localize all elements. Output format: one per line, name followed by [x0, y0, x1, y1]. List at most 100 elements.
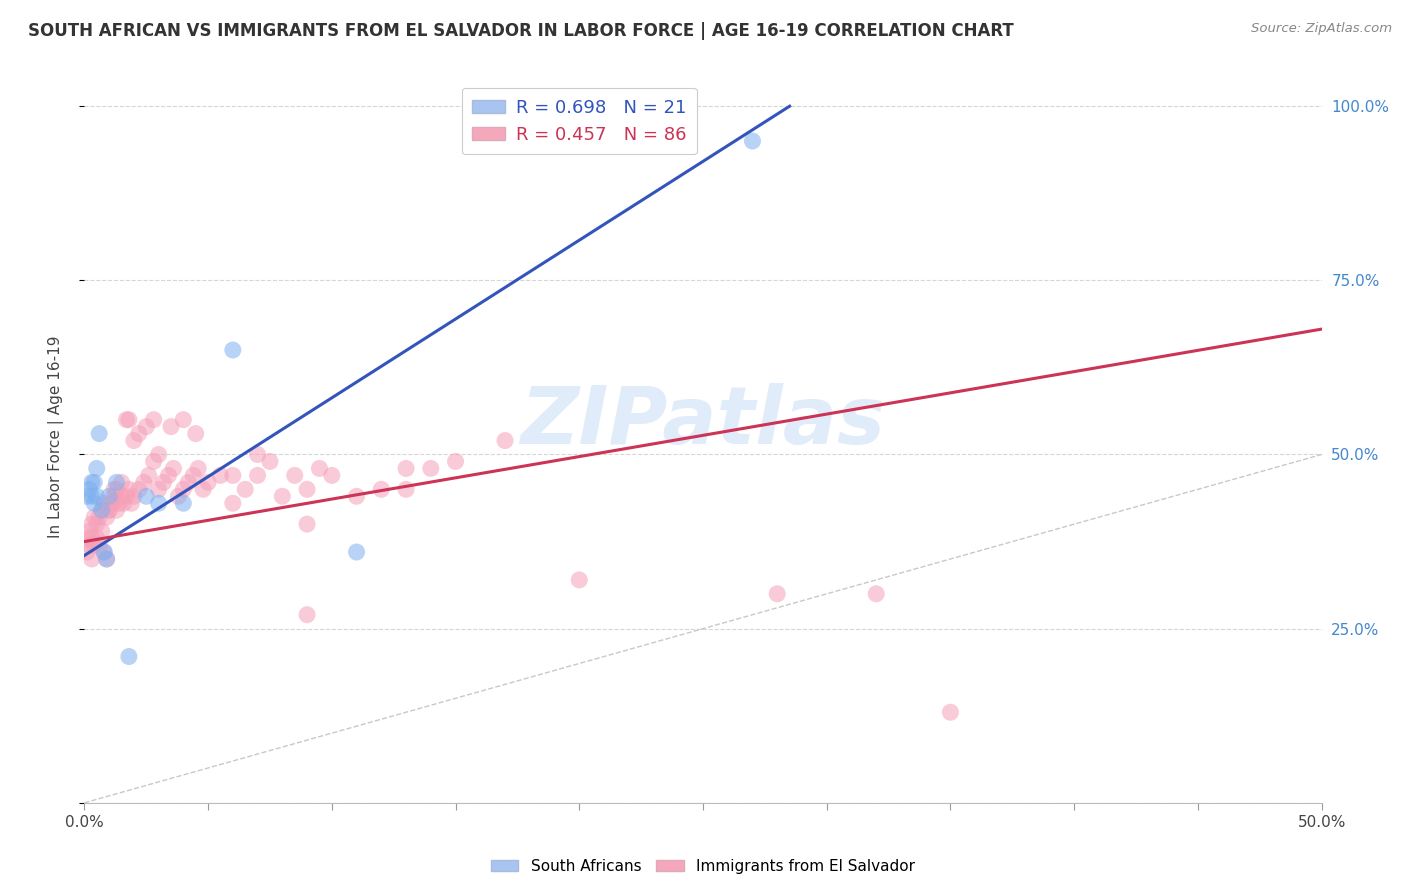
Point — [98, 503, 121, 517]
Point — [93, 496, 115, 510]
Point — [115, 412, 138, 426]
Point — [444, 454, 467, 468]
Point — [209, 468, 232, 483]
Point — [184, 426, 207, 441]
Point — [135, 489, 157, 503]
Point — [79, 483, 101, 497]
Point — [115, 489, 138, 503]
Point — [346, 489, 368, 503]
Point — [76, 531, 98, 545]
Point — [222, 496, 245, 510]
Point — [135, 419, 157, 434]
Point — [177, 475, 200, 490]
Point — [80, 475, 103, 490]
Point — [395, 461, 418, 475]
Point — [172, 412, 194, 426]
Point — [321, 468, 343, 483]
Point — [89, 538, 111, 552]
Text: Source: ZipAtlas.com: Source: ZipAtlas.com — [1251, 22, 1392, 36]
Point — [100, 496, 122, 510]
Point — [128, 483, 150, 497]
Point — [295, 517, 318, 532]
Point — [108, 496, 131, 510]
Point — [79, 538, 101, 552]
Point — [89, 426, 111, 441]
Point — [98, 503, 121, 517]
Point — [120, 496, 142, 510]
Point — [80, 517, 103, 532]
Point — [191, 483, 214, 497]
Point — [105, 503, 128, 517]
Point — [86, 461, 108, 475]
Point — [90, 503, 112, 517]
Point — [118, 649, 141, 664]
Point — [86, 531, 108, 545]
Point — [865, 587, 887, 601]
Point — [86, 517, 108, 532]
Point — [246, 468, 269, 483]
Point — [122, 489, 145, 503]
Point — [187, 461, 209, 475]
Text: SOUTH AFRICAN VS IMMIGRANTS FROM EL SALVADOR IN LABOR FORCE | AGE 16-19 CORRELAT: SOUTH AFRICAN VS IMMIGRANTS FROM EL SALV… — [28, 22, 1014, 40]
Point — [80, 531, 103, 545]
Point — [148, 496, 170, 510]
Y-axis label: In Labor Force | Age 16-19: In Labor Force | Age 16-19 — [48, 335, 63, 539]
Point — [118, 483, 141, 497]
Point — [346, 545, 368, 559]
Point — [181, 468, 204, 483]
Point — [90, 503, 112, 517]
Point — [86, 489, 108, 503]
Point — [138, 468, 160, 483]
Point — [295, 607, 318, 622]
Point — [172, 496, 194, 510]
Point — [80, 489, 103, 503]
Point — [148, 483, 170, 497]
Point — [110, 475, 132, 490]
Point — [233, 483, 256, 497]
Point — [222, 343, 245, 357]
Point — [112, 496, 135, 510]
Point — [96, 552, 118, 566]
Point — [419, 461, 441, 475]
Point — [76, 545, 98, 559]
Point — [93, 545, 115, 559]
Legend: R = 0.698   N = 21, R = 0.457   N = 86: R = 0.698 N = 21, R = 0.457 N = 86 — [461, 87, 697, 154]
Point — [103, 489, 125, 503]
Point — [167, 489, 190, 503]
Point — [162, 461, 184, 475]
Point — [939, 705, 962, 719]
Point — [494, 434, 516, 448]
Point — [766, 587, 789, 601]
Point — [295, 483, 318, 497]
Point — [122, 434, 145, 448]
Point — [90, 524, 112, 538]
Point — [284, 468, 307, 483]
Point — [568, 573, 591, 587]
Point — [79, 524, 101, 538]
Point — [110, 489, 132, 503]
Point — [80, 552, 103, 566]
Point — [741, 134, 763, 148]
Point — [96, 510, 118, 524]
Point — [76, 489, 98, 503]
Point — [98, 489, 121, 503]
Point — [370, 483, 392, 497]
Point — [271, 489, 294, 503]
Point — [172, 483, 194, 497]
Point — [105, 483, 128, 497]
Point — [93, 545, 115, 559]
Point — [157, 468, 180, 483]
Point — [100, 496, 122, 510]
Point — [105, 475, 128, 490]
Point — [96, 552, 118, 566]
Point — [142, 454, 165, 468]
Point — [160, 419, 183, 434]
Point — [148, 448, 170, 462]
Point — [152, 475, 174, 490]
Point — [89, 510, 111, 524]
Point — [83, 510, 105, 524]
Point — [118, 412, 141, 426]
Point — [103, 483, 125, 497]
Point — [259, 454, 281, 468]
Point — [83, 475, 105, 490]
